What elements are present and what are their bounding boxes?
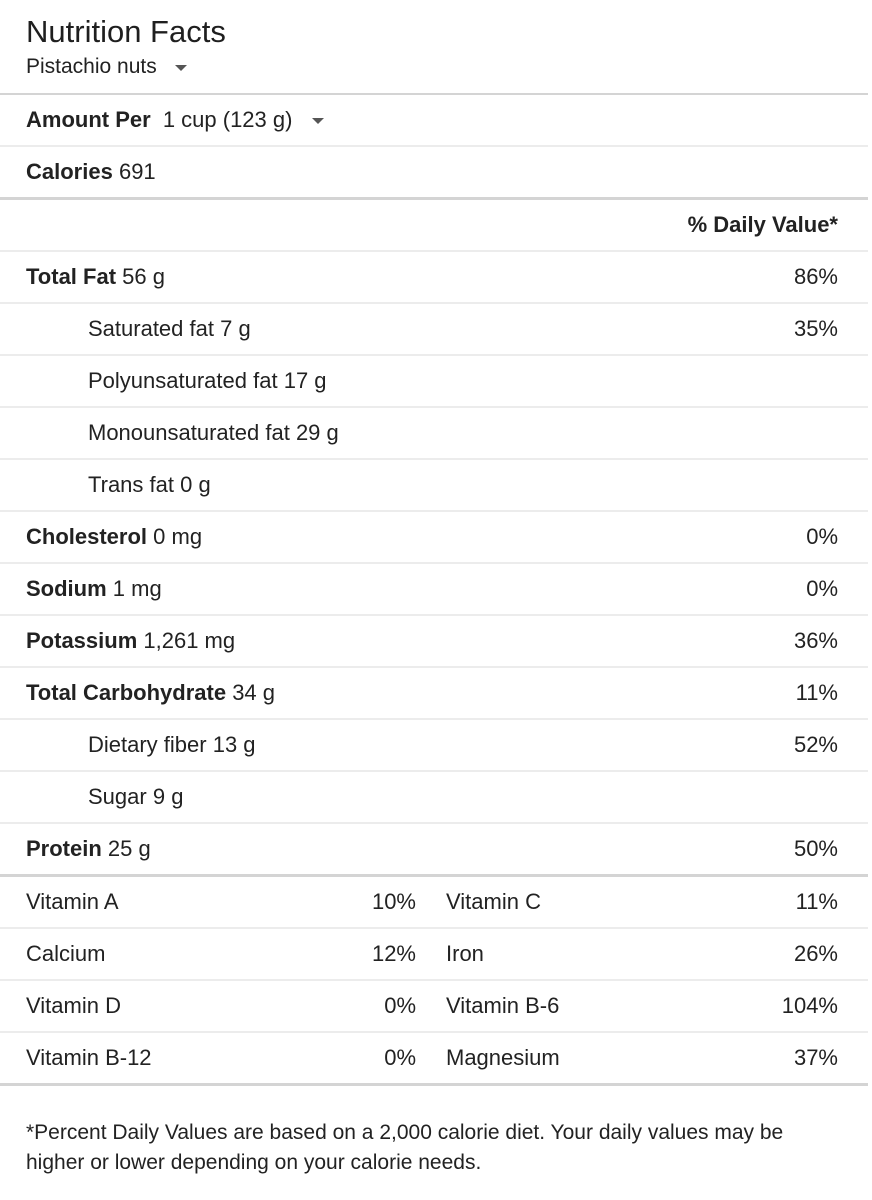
vitamin-daily-value: 12% [371, 941, 416, 966]
nutrient-row: Dietary fiber 13 g 52% [0, 720, 868, 772]
nutrient-row: Saturated fat 7 g 35% [0, 304, 868, 356]
nutrient-label: Polyunsaturated fat [88, 368, 278, 393]
nutrient-amount: 34 g [232, 680, 276, 705]
serving-size-value: 1 cup (123 g) [162, 107, 293, 132]
nutrient-daily-value: 86% [793, 264, 838, 289]
nutrient-amount: 25 g [107, 836, 151, 861]
nutrient-row: Polyunsaturated fat 17 g [0, 356, 868, 408]
vitamin-label: Vitamin B-6 [446, 993, 560, 1018]
vitamin-daily-value: 0% [384, 993, 416, 1018]
vitamin-daily-value: 10% [371, 889, 416, 914]
food-name: Pistachio nuts [26, 55, 157, 78]
nutrient-amount: 56 g [122, 264, 165, 289]
nutrient-row: Sugar 9 g [0, 772, 868, 824]
nutrient-row: Monounsaturated fat 29 g [0, 408, 868, 460]
vitamin-row: Calcium 12% Iron 26% [0, 929, 868, 981]
nutrient-label: Cholesterol [26, 524, 148, 549]
vitamin-row: Vitamin B-12 0% Magnesium 37% [0, 1033, 868, 1086]
vitamin-row: Vitamin A 10% Vitamin C 11% [0, 877, 868, 929]
page-title: Nutrition Facts [26, 14, 226, 49]
nutrient-amount: 0 mg [153, 524, 203, 549]
chevron-down-icon [312, 118, 325, 124]
vitamin-label: Magnesium [446, 1045, 560, 1070]
calories-row: Calories 691 [0, 147, 868, 200]
serving-size-selector[interactable]: 1 cup (123 g) [157, 107, 325, 133]
nutrient-label: Protein [26, 836, 102, 861]
nutrient-daily-value: 36% [793, 628, 838, 653]
nutrient-amount: 0 g [180, 472, 211, 497]
daily-value-header-row: % Daily Value* [0, 200, 868, 252]
nutrient-daily-value: 52% [793, 732, 838, 757]
vitamin-daily-value: 0% [384, 1045, 416, 1070]
calories-label: Calories [26, 159, 113, 184]
vitamin-label: Iron [446, 941, 484, 966]
vitamin-row: Vitamin D 0% Vitamin B-6 104% [0, 981, 868, 1033]
vitamin-daily-value: 104% [781, 993, 838, 1018]
serving-label: Amount Per [26, 107, 151, 132]
vitamin-label: Vitamin B-12 [26, 1045, 152, 1070]
nutrition-header: Nutrition Facts Pistachio nuts [26, 14, 846, 94]
nutrient-label: Trans fat [88, 472, 174, 497]
nutrient-amount: 13 g [212, 732, 256, 757]
nutrient-amount: 9 g [152, 784, 184, 809]
nutrient-daily-value: 0% [806, 576, 838, 601]
vitamin-label: Vitamin C [446, 889, 541, 914]
nutrient-row: Potassium 1,261 mg 36% [0, 616, 868, 668]
nutrient-label: Sodium [26, 576, 107, 601]
divider [0, 93, 868, 95]
vitamin-label: Vitamin D [26, 993, 121, 1018]
nutrient-label: Saturated fat [88, 316, 214, 341]
nutrient-daily-value: 11% [795, 680, 838, 705]
chevron-down-icon [174, 65, 187, 71]
vitamin-daily-value: 26% [793, 941, 838, 966]
nutrient-label: Dietary fiber [88, 732, 207, 757]
nutrient-label: Monounsaturated fat [88, 420, 290, 445]
vitamin-daily-value: 37% [793, 1045, 838, 1070]
nutrient-row: Total Carbohydrate 34 g 11% [0, 668, 868, 720]
nutrient-row: Total Fat 56 g 86% [0, 252, 868, 304]
nutrient-row: Protein 25 g 50% [0, 824, 868, 877]
nutrient-daily-value: 0% [806, 524, 838, 549]
nutrient-amount: 1,261 mg [143, 628, 236, 653]
nutrient-row: Sodium 1 mg 0% [0, 564, 868, 616]
serving-row: Amount Per 1 cup (123 g) [0, 95, 868, 147]
nutrient-amount: 1 mg [112, 576, 162, 601]
vitamin-label: Calcium [26, 941, 106, 966]
food-selector[interactable]: Pistachio nuts [26, 54, 187, 80]
vitamin-label: Vitamin A [26, 889, 119, 914]
nutrient-label: Potassium [26, 628, 138, 653]
calories-value: 691 [118, 159, 156, 184]
nutrient-daily-value: 50% [793, 836, 838, 861]
nutrient-row: Trans fat 0 g [0, 460, 868, 512]
nutrient-label: Total Fat [26, 264, 117, 289]
nutrient-row: Cholesterol 0 mg 0% [0, 512, 868, 564]
nutrient-amount: 7 g [220, 316, 251, 341]
daily-value-header: % Daily Value* [687, 212, 838, 237]
vitamin-daily-value: 11% [795, 889, 838, 914]
nutrient-label: Total Carbohydrate [26, 680, 227, 705]
nutrient-daily-value: 35% [793, 316, 838, 341]
footnote: *Percent Daily Values are based on a 2,0… [26, 1121, 784, 1174]
nutrient-amount: 17 g [283, 368, 327, 393]
nutrition-table: Amount Per 1 cup (123 g) Calories 691 % … [0, 93, 868, 1086]
nutrient-label: Sugar [88, 784, 147, 809]
nutrient-amount: 29 g [295, 420, 339, 445]
